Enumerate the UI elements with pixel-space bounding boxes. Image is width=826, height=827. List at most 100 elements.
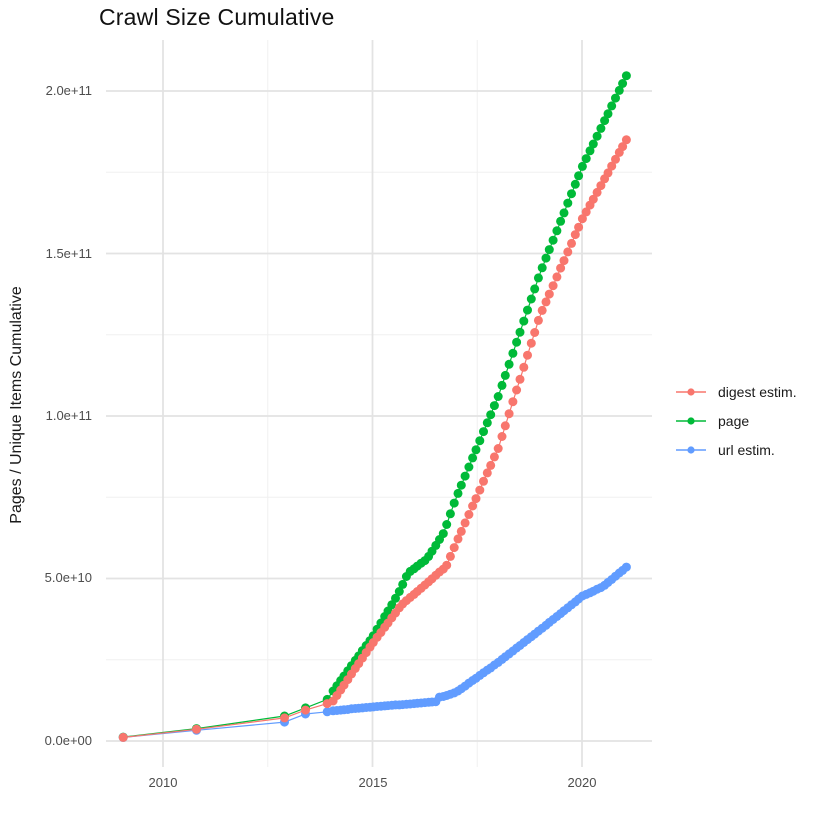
data-point <box>508 348 518 358</box>
data-point <box>596 181 606 191</box>
plot-title: Crawl Size Cumulative <box>99 4 335 30</box>
data-point <box>493 392 503 401</box>
legend-key-point <box>687 445 695 454</box>
data-point <box>504 359 514 369</box>
data-point <box>523 305 532 315</box>
data-point <box>607 101 617 111</box>
data-point <box>486 460 496 470</box>
data-point <box>570 179 580 189</box>
data-point <box>574 171 584 181</box>
data-point <box>541 253 551 263</box>
data-point <box>449 543 459 553</box>
data-point <box>592 131 602 141</box>
data-point <box>512 385 522 395</box>
data-point <box>486 410 496 420</box>
data-point <box>519 362 529 372</box>
data-point <box>567 189 576 199</box>
data-point <box>544 245 554 255</box>
legend-key-point <box>687 387 695 396</box>
data-point <box>530 328 540 337</box>
data-point <box>394 587 404 596</box>
data-point <box>475 485 485 495</box>
y-tick-label: 2.0e+11 <box>45 83 92 98</box>
data-point <box>391 593 400 603</box>
legend-label: digest estim. <box>718 383 797 400</box>
y-tick-label: 5.0e+10 <box>44 570 92 585</box>
data-point <box>607 161 617 171</box>
data-point <box>548 281 558 291</box>
legend-key-dot-icon <box>676 387 706 396</box>
data-point <box>556 216 566 226</box>
y-tick-label: 1.0e+11 <box>45 408 92 423</box>
data-point <box>526 338 536 348</box>
data-point <box>489 452 499 462</box>
data-point <box>600 116 610 126</box>
y-axis-title: Pages / Unique Items Cumulative <box>8 286 25 524</box>
data-point <box>581 207 591 217</box>
data-point <box>618 142 628 152</box>
data-point <box>460 518 470 528</box>
data-point <box>603 168 613 178</box>
data-point <box>570 230 580 240</box>
data-point <box>471 445 481 455</box>
data-point <box>621 135 631 145</box>
series-url-estim <box>118 562 631 742</box>
legend-key-dot-icon <box>676 445 706 454</box>
data-point <box>468 501 478 511</box>
data-point <box>567 238 576 248</box>
data-point <box>563 247 573 257</box>
legend-item-url: url estim. <box>676 435 797 464</box>
data-point <box>533 273 543 283</box>
data-point <box>588 194 598 204</box>
data-point <box>442 560 452 570</box>
data-point <box>585 146 595 156</box>
data-point <box>548 235 558 245</box>
data-point <box>479 476 488 486</box>
data-point <box>280 713 289 723</box>
data-point <box>453 534 463 544</box>
data-point <box>192 724 201 734</box>
data-point <box>530 284 540 294</box>
data-point <box>500 370 510 380</box>
data-point <box>533 315 543 325</box>
data-point <box>497 380 507 390</box>
data-point <box>504 409 514 419</box>
data-point <box>489 401 499 411</box>
data-point <box>460 471 470 481</box>
data-point <box>468 453 478 463</box>
data-point <box>456 480 466 490</box>
x-tick-label: 2020 <box>567 775 597 790</box>
legend-item-digest: digest estim. <box>676 377 797 406</box>
legend: digest estim. page url estim. <box>676 377 797 464</box>
data-point <box>556 263 566 273</box>
x-tick-label: 2010 <box>148 775 178 790</box>
data-point <box>559 256 569 266</box>
data-point <box>552 226 562 236</box>
y-tick-label: 0.0e+00 <box>44 733 92 748</box>
data-point <box>508 397 518 407</box>
data-point <box>438 529 448 539</box>
x-tick-label: 2015 <box>358 775 388 790</box>
data-point <box>614 85 624 95</box>
data-point <box>611 93 620 103</box>
legend-label: url estim. <box>718 441 775 458</box>
data-point <box>482 418 492 428</box>
data-point <box>592 187 602 197</box>
data-point <box>621 71 631 81</box>
data-point <box>515 327 525 337</box>
data-point <box>611 154 620 164</box>
data-point <box>464 510 474 519</box>
data-point <box>577 161 587 171</box>
data-point <box>523 350 532 360</box>
data-point <box>618 79 628 88</box>
series-digest-estim <box>118 135 631 742</box>
data-point <box>563 198 573 208</box>
data-point <box>621 562 631 572</box>
data-point <box>471 494 481 504</box>
data-point <box>464 462 474 472</box>
data-point <box>497 432 507 441</box>
data-point <box>544 289 554 299</box>
data-point <box>574 222 584 232</box>
